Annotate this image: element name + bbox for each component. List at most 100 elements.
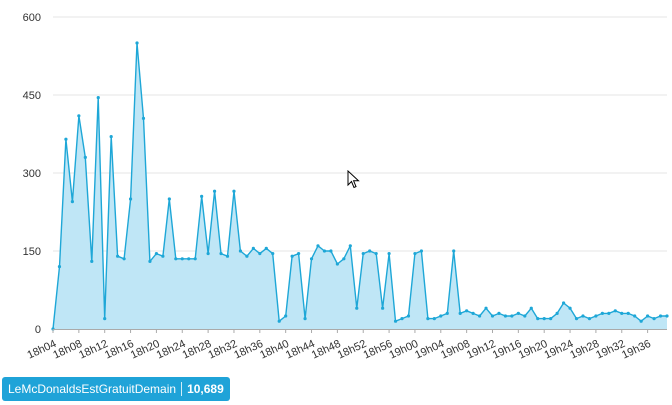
data-point[interactable] [154, 252, 159, 256]
data-point[interactable] [303, 317, 307, 321]
data-point[interactable] [536, 317, 540, 321]
data-point[interactable] [206, 252, 210, 256]
data-point[interactable] [581, 314, 585, 318]
data-point[interactable] [180, 257, 184, 261]
data-point[interactable] [484, 306, 488, 310]
data-point[interactable] [225, 254, 230, 258]
data-point[interactable] [658, 314, 663, 318]
hashtag-badge[interactable]: LeMcDonaldsEstGratuitDemain 10,689 [2, 377, 230, 401]
data-point[interactable] [620, 311, 624, 315]
data-point[interactable] [633, 314, 637, 318]
data-point[interactable] [594, 314, 598, 318]
data-point[interactable] [219, 252, 223, 256]
y-tick-label: 150 [23, 246, 41, 258]
data-point[interactable] [477, 314, 482, 318]
data-point[interactable] [297, 252, 301, 256]
data-point[interactable] [290, 254, 294, 258]
data-point[interactable] [646, 314, 650, 318]
data-point[interactable] [452, 249, 456, 253]
data-point[interactable] [141, 116, 146, 120]
data-point[interactable] [600, 311, 604, 315]
data-point[interactable] [245, 254, 249, 258]
data-point[interactable] [187, 257, 191, 261]
data-point[interactable] [329, 249, 333, 253]
data-point[interactable] [381, 306, 385, 310]
data-point[interactable] [284, 314, 288, 318]
data-point[interactable] [561, 301, 566, 305]
data-point[interactable] [490, 314, 495, 318]
data-point[interactable] [212, 189, 217, 193]
x-axis-ticks: 18h0418h0818h1218h1618h2018h2418h2818h32… [25, 329, 653, 362]
data-point[interactable] [471, 311, 475, 315]
data-point[interactable] [335, 262, 339, 266]
data-point[interactable] [174, 257, 178, 261]
data-point[interactable] [109, 135, 113, 139]
data-point[interactable] [309, 257, 314, 261]
data-point[interactable] [613, 309, 617, 313]
data-point[interactable] [465, 309, 469, 313]
data-point[interactable] [510, 314, 514, 318]
data-point[interactable] [348, 244, 352, 248]
data-point[interactable] [77, 114, 81, 118]
data-point[interactable] [277, 319, 281, 323]
data-point[interactable] [568, 306, 572, 310]
data-point[interactable] [271, 252, 275, 256]
data-point[interactable] [458, 311, 462, 315]
area-fill [53, 43, 667, 329]
data-point[interactable] [135, 41, 139, 45]
data-point[interactable] [148, 259, 152, 263]
data-point[interactable] [626, 311, 630, 315]
data-point[interactable] [122, 257, 126, 261]
data-point[interactable] [355, 306, 359, 310]
data-point[interactable] [90, 259, 94, 263]
data-point[interactable] [251, 246, 255, 250]
y-tick-label: 0 [35, 324, 41, 336]
data-point[interactable] [200, 194, 204, 198]
data-point[interactable] [258, 252, 262, 256]
data-point[interactable] [439, 314, 443, 318]
data-point[interactable] [549, 317, 553, 321]
data-point[interactable] [432, 317, 436, 321]
data-point[interactable] [542, 317, 546, 321]
data-point[interactable] [587, 317, 592, 321]
data-point[interactable] [497, 311, 501, 315]
data-point[interactable] [116, 254, 120, 258]
data-point[interactable] [64, 137, 68, 141]
data-point[interactable] [368, 249, 372, 253]
data-point[interactable] [232, 189, 236, 193]
data-point[interactable] [193, 257, 197, 261]
data-point[interactable] [503, 314, 508, 318]
data-point[interactable] [316, 244, 320, 248]
data-point[interactable] [419, 249, 423, 253]
data-point[interactable] [652, 317, 656, 321]
data-point[interactable] [665, 314, 669, 318]
data-point[interactable] [574, 317, 579, 321]
data-point[interactable] [445, 311, 449, 315]
data-point[interactable] [342, 257, 346, 261]
data-point[interactable] [516, 311, 520, 315]
data-point[interactable] [264, 246, 268, 250]
data-point[interactable] [161, 254, 165, 258]
data-point[interactable] [639, 319, 643, 323]
data-point[interactable] [413, 252, 417, 256]
data-point[interactable] [387, 252, 391, 256]
data-point[interactable] [393, 319, 398, 323]
data-point[interactable] [555, 311, 559, 315]
data-point[interactable] [238, 249, 243, 253]
data-point[interactable] [374, 252, 378, 256]
data-point[interactable] [103, 317, 107, 321]
data-point[interactable] [426, 317, 430, 321]
data-point[interactable] [361, 252, 365, 256]
data-point[interactable] [406, 314, 411, 318]
data-point[interactable] [167, 197, 171, 201]
data-point[interactable] [400, 317, 404, 321]
data-point[interactable] [523, 314, 527, 318]
data-point[interactable] [322, 249, 327, 253]
data-point[interactable] [529, 306, 533, 310]
data-point[interactable] [96, 96, 100, 100]
data-point[interactable] [83, 155, 87, 159]
data-point[interactable] [607, 311, 611, 315]
data-point[interactable] [70, 200, 74, 204]
data-point[interactable] [57, 265, 62, 269]
data-point[interactable] [128, 197, 133, 201]
